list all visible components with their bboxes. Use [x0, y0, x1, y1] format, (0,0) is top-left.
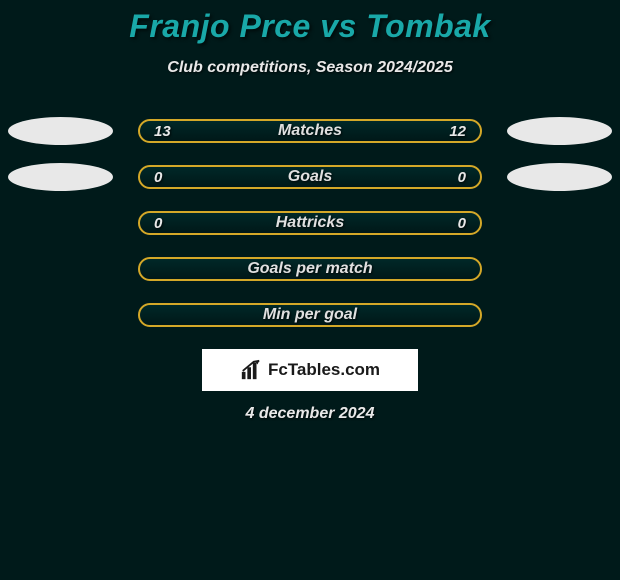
stat-label: Matches — [140, 122, 480, 140]
stats-list: 13Matches12 0Goals0 0Hattricks0 Goals per m… — [0, 119, 620, 327]
stat-row: Min per goal — [0, 303, 620, 327]
stat-label: Min per goal — [140, 306, 480, 324]
stat-bar: 13Matches12 — [138, 119, 482, 143]
logo-text: FcTables.com — [268, 360, 380, 380]
stat-row: 13Matches12 — [0, 119, 620, 143]
subtitle: Club competitions, Season 2024/2025 — [0, 59, 620, 77]
player-left-oval — [8, 163, 113, 191]
comparison-card: Franjo Prce vs Tombak Club competitions,… — [0, 0, 620, 423]
stat-label: Goals — [140, 168, 480, 186]
player-right-oval — [507, 117, 612, 145]
stat-row: 0Hattricks0 — [0, 211, 620, 235]
stat-bar: Goals per match — [138, 257, 482, 281]
stat-bar: 0Goals0 — [138, 165, 482, 189]
stat-row: 0Goals0 — [0, 165, 620, 189]
player-right-oval — [507, 163, 612, 191]
stat-row: Goals per match — [0, 257, 620, 281]
stat-bar: 0Hattricks0 — [138, 211, 482, 235]
date-text: 4 december 2024 — [0, 405, 620, 423]
stat-bar: Min per goal — [138, 303, 482, 327]
player-left-oval — [8, 117, 113, 145]
bar-chart-icon — [240, 359, 262, 381]
fctables-logo[interactable]: FcTables.com — [202, 349, 418, 391]
stat-label: Goals per match — [140, 260, 480, 278]
stat-label: Hattricks — [140, 214, 480, 232]
page-title: Franjo Prce vs Tombak — [0, 8, 620, 45]
